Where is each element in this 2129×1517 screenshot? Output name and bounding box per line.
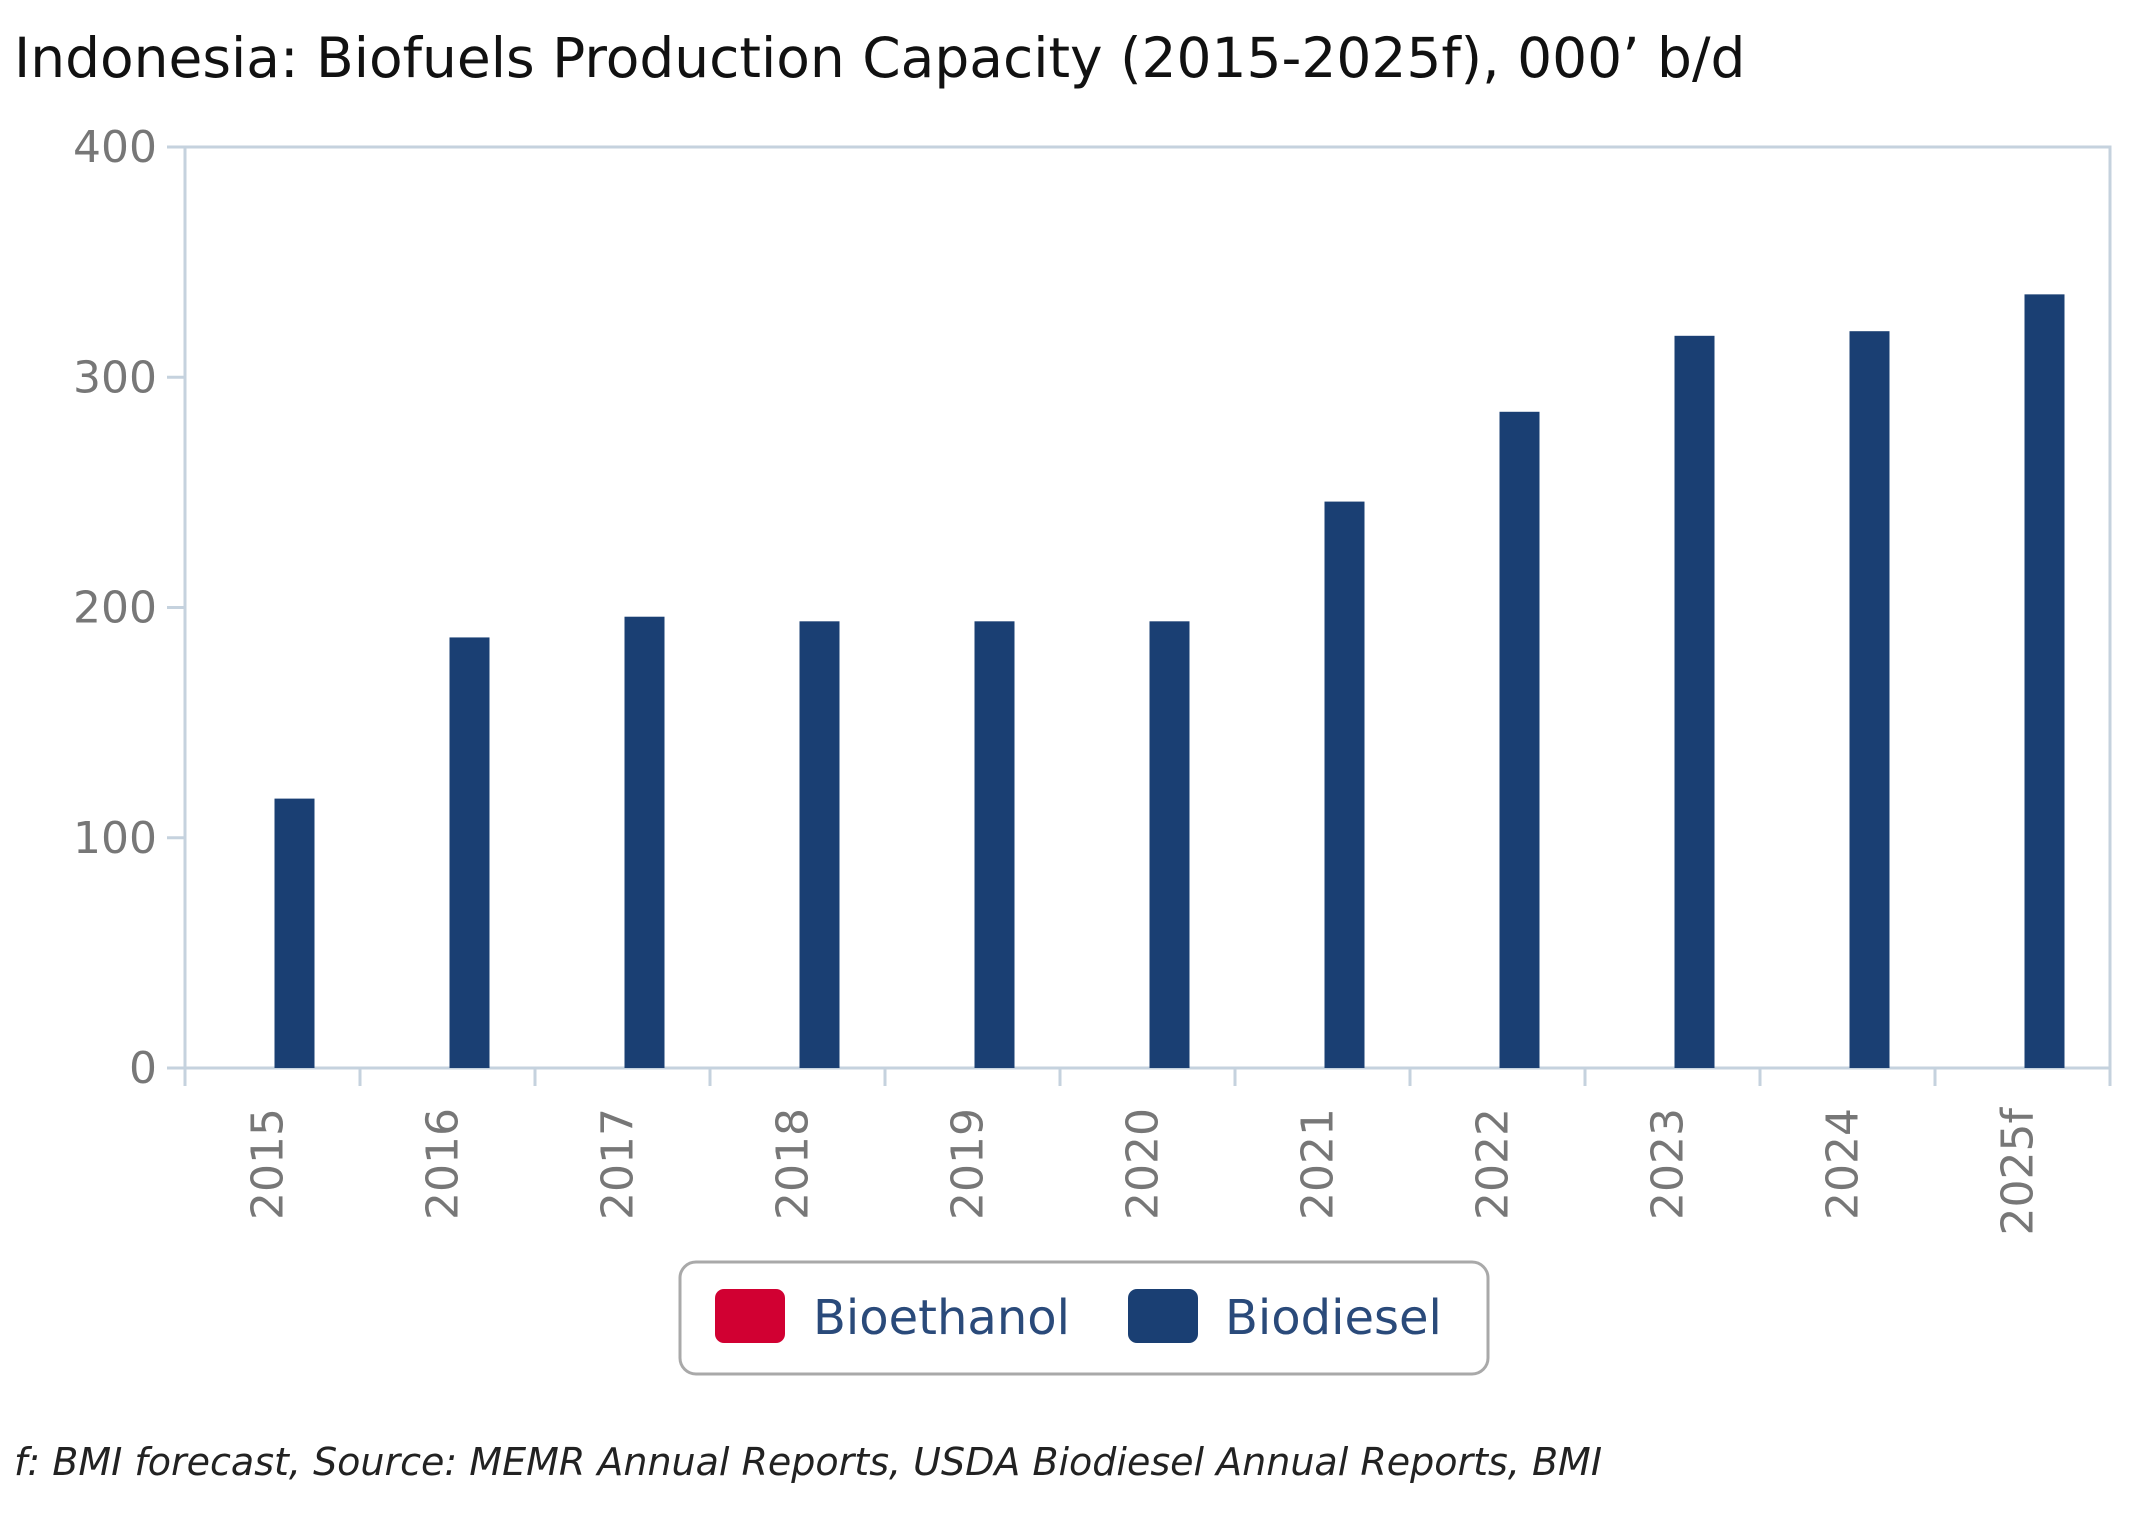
bar-biodiesel-2024: [1849, 331, 1890, 1068]
y-tick-labels: 0 100 200 300 400: [73, 122, 157, 1094]
bar-biodiesel-2022: [1499, 411, 1540, 1069]
bar-biodiesel-2017: [624, 616, 665, 1068]
y-tick-label: 200: [73, 583, 157, 634]
legend: Bioethanol Biodiesel: [678, 1260, 1490, 1376]
bar-biodiesel-2016: [449, 637, 490, 1068]
source-footnote: f: BMI forecast, Source: MEMR Annual Rep…: [14, 1440, 1603, 1484]
x-tick-label: 2016: [418, 1108, 469, 1220]
legend-swatch: [715, 1289, 785, 1343]
bars: [274, 294, 2065, 1069]
legend-box: [678, 1260, 1490, 1376]
x-tick-labels: 2015 2016 2017 2018 2019 2020 2021 2022 2023 2024…: [243, 1106, 2044, 1235]
x-tick-label: 2025f: [1993, 1106, 2044, 1235]
bar-biodiesel-2025f: [2024, 294, 2065, 1068]
x-tick-label: 2019: [943, 1108, 994, 1220]
bar-biodiesel-2020: [1149, 621, 1190, 1068]
bar-biodiesel-2023: [1674, 335, 1715, 1068]
x-tick-label: 2023: [1643, 1108, 1694, 1220]
x-tick-label: 2024: [1818, 1108, 1869, 1220]
x-tick-label: 2020: [1118, 1108, 1169, 1220]
axes: [167, 145, 2112, 1086]
bar-biodiesel-2018: [799, 621, 840, 1068]
x-tick-label: 2022: [1468, 1108, 1519, 1220]
bar-biodiesel-2021: [1324, 501, 1365, 1069]
y-tick-label: 0: [129, 1043, 157, 1094]
chart-title: Indonesia: Biofuels Production Capacity …: [14, 26, 1746, 90]
y-tick-label: 300: [73, 352, 157, 403]
x-tick-label: 2017: [593, 1108, 644, 1220]
legend-label: Biodiesel: [1225, 1290, 1442, 1346]
y-tick-label: 100: [73, 813, 157, 864]
x-tick-label: 2018: [768, 1108, 819, 1220]
x-tick-label: 2015: [243, 1108, 294, 1220]
bar-biodiesel-2019: [974, 621, 1015, 1068]
legend-label: Bioethanol: [813, 1290, 1070, 1346]
bar-biodiesel-2015: [274, 798, 315, 1068]
legend-swatch: [1128, 1289, 1198, 1343]
y-tick-label: 400: [73, 122, 157, 173]
x-tick-label: 2021: [1293, 1108, 1344, 1220]
